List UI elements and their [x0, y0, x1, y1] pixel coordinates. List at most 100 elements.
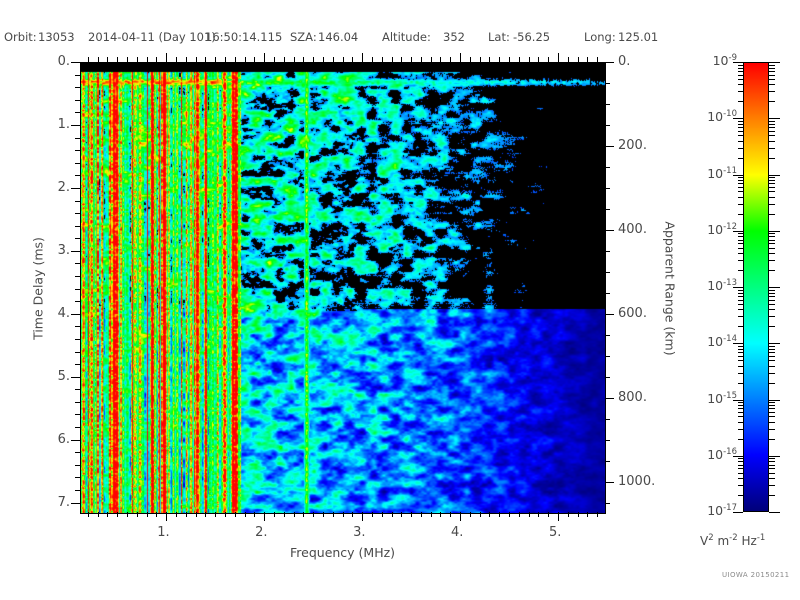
y2-tick-minor	[605, 208, 610, 210]
y2-tick-minor	[605, 271, 610, 273]
long-label: Long:	[584, 30, 616, 44]
colorbar-tick-minor-left	[738, 91, 743, 93]
x-tick-minor	[234, 512, 236, 517]
colorbar-tick-minor-left	[738, 303, 743, 305]
y-left-tick-label: 5.	[57, 368, 70, 384]
x-tick-minor	[322, 512, 324, 517]
colorbar-tick-minor-left	[738, 140, 743, 142]
colorbar-tick-label: 10-10	[681, 109, 737, 124]
x-tick-minor-top	[234, 57, 236, 62]
colorbar-tick-minor-right	[769, 67, 775, 69]
colorbar-tick-minor-left	[738, 233, 743, 235]
colorbar-tick-minor-right	[769, 74, 775, 76]
x-tick-minor	[391, 512, 393, 517]
colorbar-tick-minor-right	[769, 299, 775, 301]
y-tick-major	[71, 376, 80, 378]
x-tick-minor	[430, 512, 432, 517]
y-tick-minor	[75, 74, 80, 76]
colorbar-tick-minor-right	[769, 260, 775, 262]
colorbar-tick-minor-left	[738, 236, 743, 238]
colorbar-tick-minor-left	[738, 196, 743, 198]
colorbar-tick-minor-right	[769, 213, 775, 215]
x-tick-minor	[509, 512, 510, 517]
colorbar-tick-minor-right	[769, 478, 775, 480]
x-tick-minor-top	[146, 57, 148, 62]
colorbar-tick-minor-right	[769, 468, 775, 470]
x-tick-major-top	[460, 53, 461, 62]
colorbar-tick-minor-left	[738, 458, 743, 460]
colorbar-tick-minor-left	[738, 130, 743, 132]
colorbar-tick-minor-right	[769, 91, 775, 93]
x-tick-label: 4.	[451, 525, 464, 540]
y2-tick-minor	[605, 104, 610, 105]
x-tick-minor-top	[273, 57, 275, 62]
x-tick-minor	[499, 512, 501, 517]
colorbar-tick-minor-left	[738, 299, 743, 301]
altitude-label: Altitude:	[382, 30, 431, 44]
colorbar-tick-minor-right	[769, 270, 775, 272]
colorbar-tick-minor-right	[769, 70, 775, 72]
y2-tick-major	[605, 313, 614, 315]
colorbar-tick-minor-left	[738, 360, 743, 362]
y-tick-major	[71, 250, 80, 252]
colorbar-tick-label: 10-16	[681, 447, 737, 462]
x-tick-major-top	[362, 53, 364, 62]
colorbar-tick-minor-left	[738, 382, 743, 384]
colorbar-tick-label: 10-14	[681, 334, 737, 349]
colorbar-tick-minor-right	[769, 309, 775, 311]
colorbar-mantissa: 10	[707, 446, 724, 462]
x-tick-minor-top	[342, 57, 344, 62]
colorbar-tick-major-left	[733, 62, 743, 63]
y-tick-minor	[75, 225, 80, 227]
colorbar-exponent: -13	[723, 278, 737, 288]
x-tick-minor-top	[107, 57, 109, 62]
x-tick-minor	[107, 512, 109, 517]
altitude-value: 352	[443, 30, 465, 44]
y-right-tick-label: 0.	[618, 54, 631, 69]
x-tick-minor-top	[332, 57, 334, 62]
y-left-tick-label: 0.	[57, 54, 70, 69]
y-tick-minor	[75, 389, 80, 391]
colorbar-tick-minor-left	[738, 123, 743, 125]
colorbar-tick-minor-right	[769, 345, 775, 347]
colorbar-mantissa: 10	[707, 390, 724, 406]
colorbar-tick-major-left	[733, 230, 743, 232]
x-tick-minor-top	[136, 57, 138, 62]
y-tick-major	[71, 62, 80, 63]
x-tick-minor	[352, 512, 354, 517]
colorbar-tick-minor-right	[769, 187, 775, 188]
colorbar-mantissa: 10	[712, 53, 729, 69]
x-tick-minor	[136, 512, 138, 517]
colorbar-tick-minor-left	[738, 416, 743, 418]
colorbar-tick-major-left	[733, 399, 743, 401]
colorbar-tick-minor-left	[738, 365, 743, 367]
x-tick-minor-top	[127, 57, 128, 62]
y2-tick-minor	[605, 250, 610, 252]
colorbar-tick-minor-right	[769, 428, 775, 430]
colorbar-tick-minor-left	[738, 127, 743, 128]
y2-tick-minor	[605, 418, 610, 420]
colorbar-tick-minor-right	[769, 360, 775, 362]
y-tick-minor	[75, 351, 80, 353]
colorbar-tick-minor-left	[738, 412, 743, 413]
y-tick-minor	[75, 414, 80, 416]
y-tick-minor	[75, 401, 80, 403]
colorbar-tick-minor-left	[738, 372, 743, 374]
x-tick-minor-top	[401, 57, 403, 62]
x-tick-minor-top	[489, 57, 491, 62]
x-tick-minor-top	[577, 57, 579, 62]
y-left-tick-label: 4.	[57, 305, 70, 321]
colorbar-tick-minor-right	[769, 303, 775, 305]
x-tick-minor-top	[117, 57, 119, 62]
colorbar-tick-minor-left	[738, 326, 743, 328]
x-tick-minor	[205, 512, 207, 517]
x-tick-minor-top	[352, 57, 354, 62]
x-tick-major	[460, 512, 461, 521]
colorbar-tick-minor-right	[769, 421, 775, 423]
colorbar-tick-minor-right	[769, 316, 775, 318]
x-tick-minor	[313, 512, 315, 517]
colorbar-tick-minor-left	[738, 345, 743, 347]
orbit-value: 13053	[38, 30, 75, 44]
colorbar-tick-minor-left	[738, 408, 743, 410]
colorbar-tick-major-right	[769, 62, 780, 63]
